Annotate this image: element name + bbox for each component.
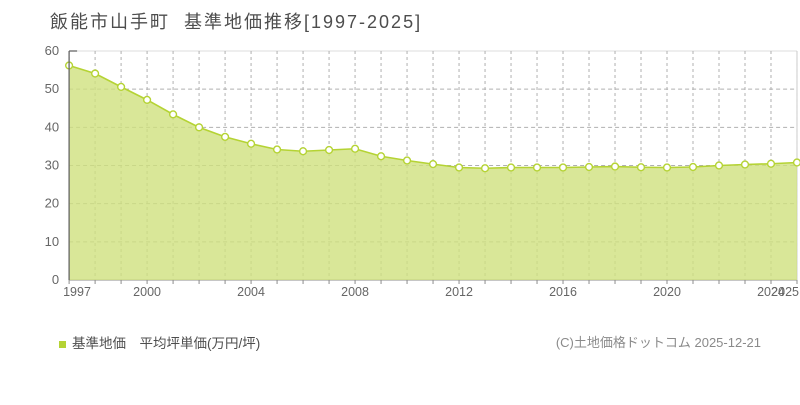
svg-text:20: 20 (45, 196, 59, 211)
svg-text:0: 0 (52, 272, 59, 287)
svg-text:2016: 2016 (549, 285, 577, 299)
svg-text:40: 40 (45, 119, 59, 134)
svg-text:10: 10 (45, 234, 59, 249)
svg-text:60: 60 (45, 43, 59, 58)
svg-text:2012: 2012 (445, 285, 473, 299)
svg-text:1997: 1997 (63, 285, 91, 299)
svg-text:2008: 2008 (341, 285, 369, 299)
svg-text:2000: 2000 (133, 285, 161, 299)
svg-text:50: 50 (45, 81, 59, 96)
svg-text:2004: 2004 (237, 285, 265, 299)
svg-text:2020: 2020 (653, 285, 681, 299)
svg-text:2025: 2025 (771, 285, 799, 299)
svg-text:30: 30 (45, 158, 59, 173)
